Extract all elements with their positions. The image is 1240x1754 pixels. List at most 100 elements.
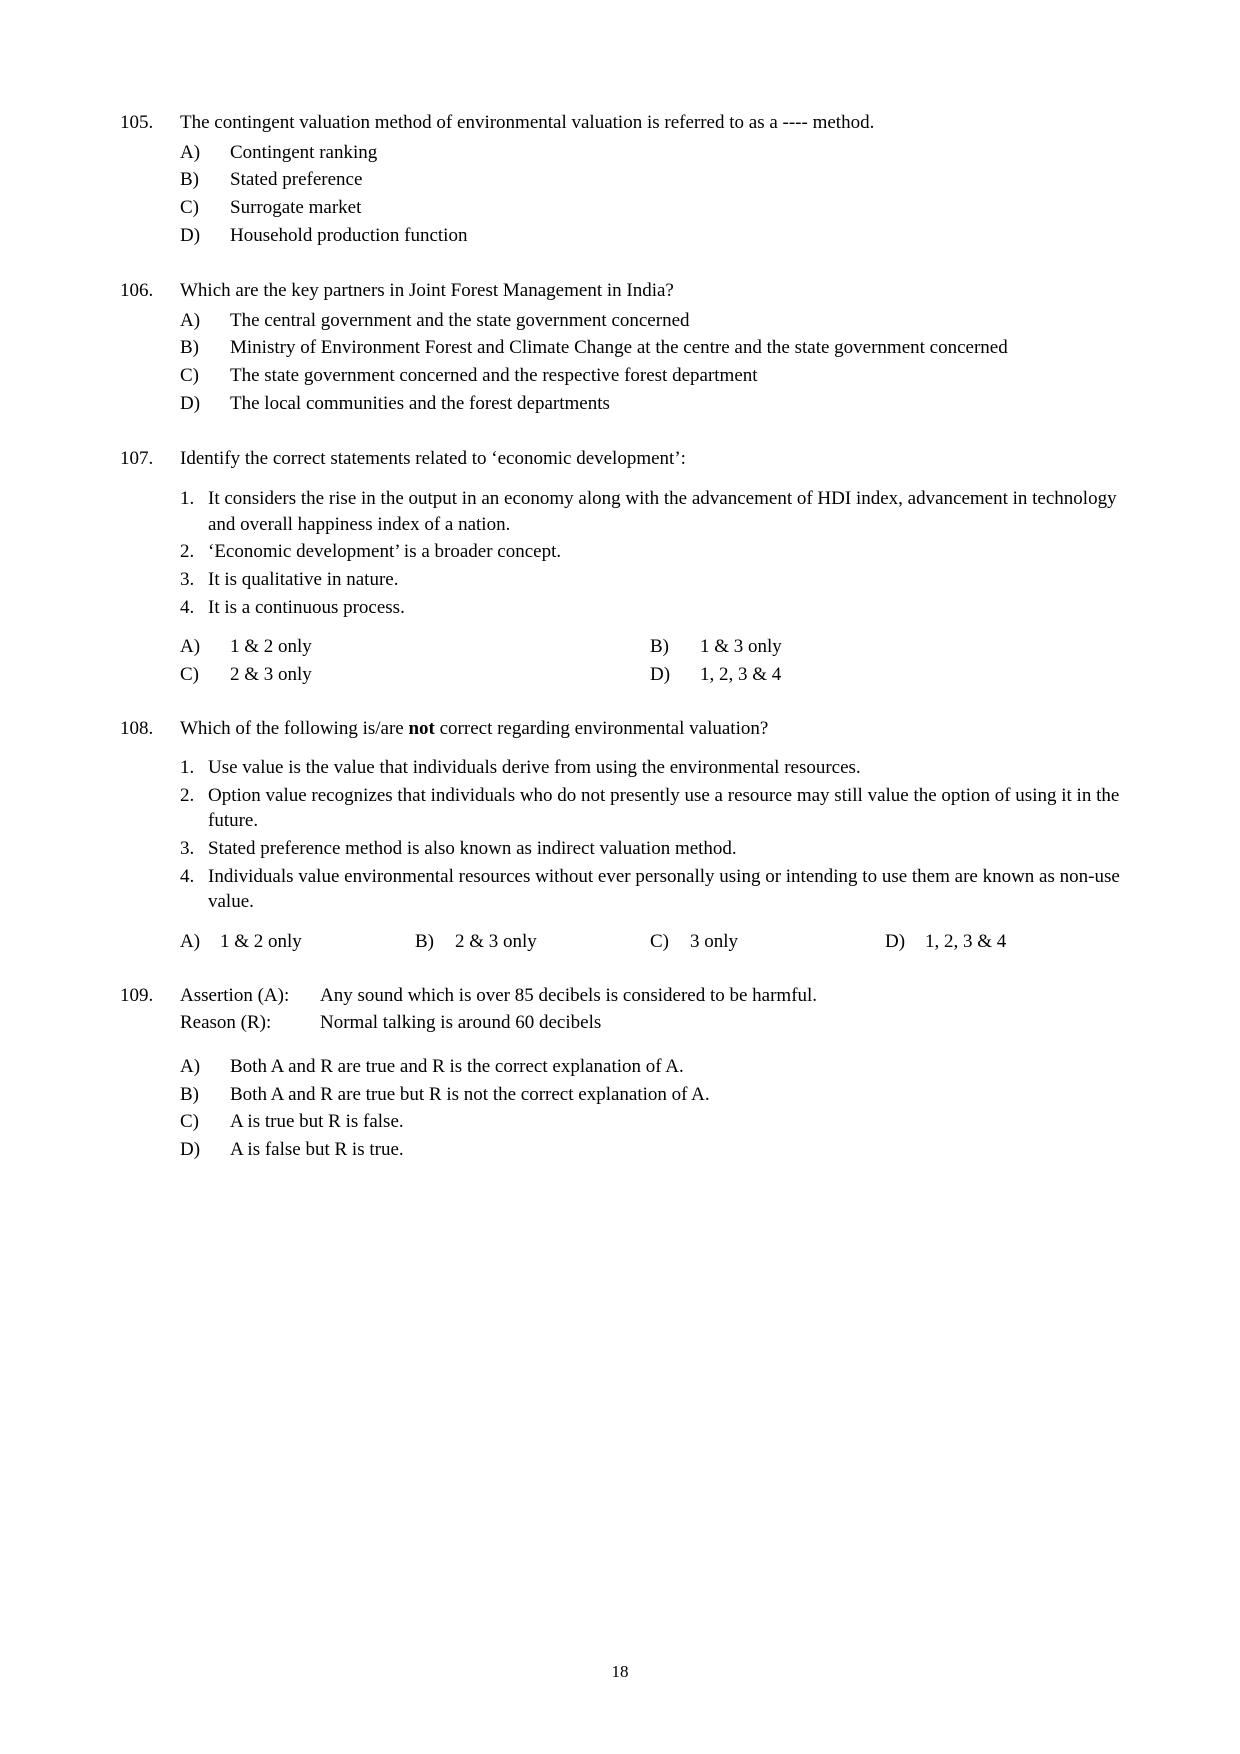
option-row: B)Both A and R are true but R is not the… — [180, 1082, 1120, 1108]
statement-text: It is a continuous process. — [208, 595, 1120, 621]
options: A)The central government and the state g… — [180, 308, 1120, 417]
option-text: 1 & 2 only — [230, 634, 650, 660]
option-text: Household production function — [230, 223, 1120, 249]
statement-text: Option value recognizes that individuals… — [208, 783, 1120, 834]
option-row: D)The local communities and the forest d… — [180, 391, 1120, 417]
option-row: B)Ministry of Environment Forest and Cli… — [180, 335, 1120, 361]
statement-row: 1.It considers the rise in the output in… — [180, 486, 1120, 537]
option-row: C)Surrogate market — [180, 195, 1120, 221]
statement-text: It considers the rise in the output in a… — [208, 486, 1120, 537]
statement-text: Use value is the value that individuals … — [208, 755, 1120, 781]
question-body: The contingent valuation method of envir… — [180, 110, 1120, 250]
option-letter: B) — [415, 929, 455, 955]
option-text: 1 & 3 only — [700, 634, 1120, 660]
question: 109.Assertion (A):Any sound which is ove… — [120, 983, 1120, 1165]
option-row: D)Household production function — [180, 223, 1120, 249]
option-letter: D) — [180, 223, 230, 249]
option-letter: A) — [180, 929, 220, 955]
page-content: 105.The contingent valuation method of e… — [120, 110, 1120, 1165]
option-row: A)Contingent ranking — [180, 140, 1120, 166]
statement-list: 1.It considers the rise in the output in… — [180, 486, 1120, 620]
reason-text: Normal talking is around 60 decibels — [320, 1010, 1120, 1036]
statement-number: 3. — [180, 836, 208, 862]
option-text: Stated preference — [230, 167, 1120, 193]
statement-text: ‘Economic development’ is a broader conc… — [208, 539, 1120, 565]
option-row: D)A is false but R is true. — [180, 1137, 1120, 1163]
question-number: 107. — [120, 446, 180, 472]
assertion-row: Assertion (A):Any sound which is over 85… — [180, 983, 1120, 1009]
option-letter: C) — [180, 1109, 230, 1135]
options-row: C)2 & 3 onlyD)1, 2, 3 & 4 — [180, 662, 1120, 688]
option-cell: A)1 & 2 only — [180, 634, 650, 660]
option-text: The central government and the state gov… — [230, 308, 1120, 334]
question-text: Identify the correct statements related … — [180, 446, 1120, 472]
option-text: Contingent ranking — [230, 140, 1120, 166]
statement-number: 2. — [180, 783, 208, 809]
option-letter: D) — [885, 929, 925, 955]
option-text: A is false but R is true. — [230, 1137, 1120, 1163]
option-text: The state government concerned and the r… — [230, 363, 1120, 389]
option-cell: C)2 & 3 only — [180, 662, 650, 688]
statement-text: It is qualitative in nature. — [208, 567, 1120, 593]
statement-number: 2. — [180, 539, 208, 565]
reason-label: Reason (R): — [180, 1010, 320, 1036]
question-body: Assertion (A):Any sound which is over 85… — [180, 983, 1120, 1165]
assertion-label: Assertion (A): — [180, 983, 320, 1009]
option-text: Both A and R are true but R is not the c… — [230, 1082, 1120, 1108]
option-letter: D) — [650, 662, 700, 688]
option-letter: B) — [180, 1082, 230, 1108]
option-cell: D)1, 2, 3 & 4 — [650, 662, 1120, 688]
option-letter: C) — [650, 929, 690, 955]
option-letter: B) — [180, 335, 230, 361]
question-body: Which are the key partners in Joint Fore… — [180, 278, 1120, 418]
option-text: 2 & 3 only — [455, 929, 650, 955]
option-letter: A) — [180, 308, 230, 334]
options-row: A)1 & 2 onlyB)2 & 3 onlyC)3 onlyD)1, 2, … — [180, 929, 1120, 955]
reason-row: Reason (R):Normal talking is around 60 d… — [180, 1010, 1120, 1036]
option-row: C)A is true but R is false. — [180, 1109, 1120, 1135]
statement-row: 3.It is qualitative in nature. — [180, 567, 1120, 593]
assertion-text: Any sound which is over 85 decibels is c… — [320, 983, 1120, 1009]
statement-number: 1. — [180, 486, 208, 512]
question-number: 109. — [120, 983, 180, 1009]
question-text: The contingent valuation method of envir… — [180, 110, 1120, 136]
option-letter: B) — [650, 634, 700, 660]
statement-row: 4.It is a continuous process. — [180, 595, 1120, 621]
statement-text: Individuals value environmental resource… — [208, 864, 1120, 915]
statement-row: 4.Individuals value environmental resour… — [180, 864, 1120, 915]
statement-number: 4. — [180, 595, 208, 621]
option-letter: C) — [180, 363, 230, 389]
option-cell: A)1 & 2 only — [180, 929, 415, 955]
option-row: A)Both A and R are true and R is the cor… — [180, 1054, 1120, 1080]
question-text: Which of the following is/are not correc… — [180, 716, 1120, 742]
option-text: 2 & 3 only — [230, 662, 650, 688]
option-text: 1, 2, 3 & 4 — [925, 929, 1120, 955]
statement-row: 2.‘Economic development’ is a broader co… — [180, 539, 1120, 565]
option-text: Surrogate market — [230, 195, 1120, 221]
page-number: 18 — [0, 1661, 1240, 1684]
option-letter: B) — [180, 167, 230, 193]
question-number: 106. — [120, 278, 180, 304]
question-number: 108. — [120, 716, 180, 742]
option-text: 3 only — [690, 929, 885, 955]
statement-text: Stated preference method is also known a… — [208, 836, 1120, 862]
question-body: Which of the following is/are not correc… — [180, 716, 1120, 955]
question-number: 105. — [120, 110, 180, 136]
option-row: B)Stated preference — [180, 167, 1120, 193]
option-letter: A) — [180, 140, 230, 166]
question: 108.Which of the following is/are not co… — [120, 716, 1120, 955]
option-letter: A) — [180, 634, 230, 660]
option-text: 1 & 2 only — [220, 929, 415, 955]
option-text: The local communities and the forest dep… — [230, 391, 1120, 417]
statement-number: 1. — [180, 755, 208, 781]
statement-row: 3.Stated preference method is also known… — [180, 836, 1120, 862]
question: 106.Which are the key partners in Joint … — [120, 278, 1120, 418]
statement-row: 1.Use value is the value that individual… — [180, 755, 1120, 781]
option-cell: B)1 & 3 only — [650, 634, 1120, 660]
option-text: A is true but R is false. — [230, 1109, 1120, 1135]
option-letter: C) — [180, 662, 230, 688]
question: 107.Identify the correct statements rela… — [120, 446, 1120, 687]
question-text: Which are the key partners in Joint Fore… — [180, 278, 1120, 304]
statement-list: 1.Use value is the value that individual… — [180, 755, 1120, 915]
options: A)Contingent rankingB)Stated preferenceC… — [180, 140, 1120, 249]
